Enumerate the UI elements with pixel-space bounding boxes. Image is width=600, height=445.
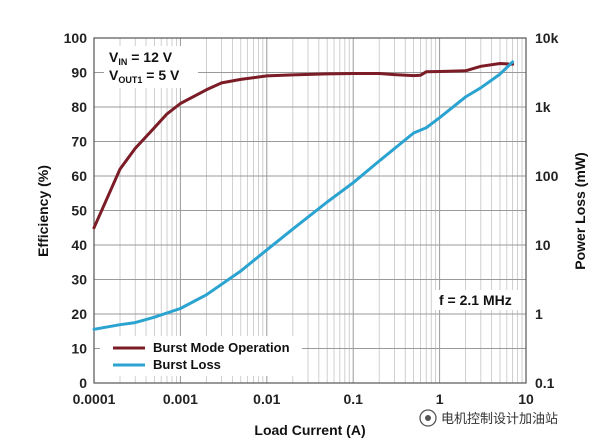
tick-labels: 0.0001 0.001 0.01 0.1 1 100102030405060708090… [64, 30, 559, 407]
annotation-box-background [104, 46, 198, 88]
y-right-tick-label: 1 [535, 306, 543, 322]
y-left-tick-label: 70 [71, 134, 87, 150]
annotation-vout-main: V [109, 67, 119, 83]
y-axis-right-title: Power Loss (mW) [572, 152, 588, 269]
legend-label-burst-mode: Burst Mode Operation [153, 340, 290, 355]
frequency-label: f = 2.1 MHz [439, 292, 512, 308]
y-left-tick-label: 60 [71, 168, 87, 184]
y-left-tick-label: 0 [79, 375, 87, 391]
grid [94, 38, 526, 383]
y-left-tick-label: 40 [71, 237, 87, 253]
x-axis-title: Load Current (A) [254, 422, 365, 438]
watermark-logo-icon [419, 409, 437, 427]
annotation-vin-sub: IN [118, 57, 127, 67]
annotation-vout-sub: OUT1 [118, 75, 142, 85]
y-left-tick-label: 50 [71, 203, 87, 219]
y-left-tick-label: 90 [71, 65, 87, 81]
legend-label-burst-loss: Burst Loss [153, 357, 221, 372]
legend-background [100, 336, 302, 376]
x-tick-label: 0.01 [253, 391, 280, 407]
series-line-burst-mode-operation [92, 62, 515, 230]
y-left-tick-label: 100 [64, 30, 88, 46]
legend: Burst Mode Operation Burst Loss [100, 336, 302, 376]
annotation-vin-rest: = 12 V [127, 49, 172, 65]
x-tick-label: 1 [436, 391, 444, 407]
y-right-tick-label: 10k [535, 30, 559, 46]
frequency-label-background [434, 290, 520, 310]
x-tick-label: 0.1 [343, 391, 363, 407]
watermark: 电机控制设计加油站 [419, 409, 558, 427]
annotation-frequency: f = 2.1 MHz [434, 290, 520, 310]
x-tick-label: 10 [518, 391, 534, 407]
annotation-vin-main: V [109, 49, 119, 65]
y-left-tick-label: 80 [71, 99, 87, 115]
x-tick-label: 0.0001 [73, 391, 116, 407]
series-line-burst-loss [92, 60, 515, 331]
annotation-vin: VIN = 12 V [109, 49, 173, 67]
y-right-tick-label: 100 [535, 168, 559, 184]
y-axis-left-title: Efficiency (%) [35, 165, 51, 257]
y-left-tick-label: 10 [71, 341, 87, 357]
series-lines [92, 60, 515, 331]
y-right-tick-label: 1k [535, 99, 551, 115]
y-right-tick-label: 10 [535, 237, 551, 253]
y-left-tick-label: 20 [71, 306, 87, 322]
plot-frame [93, 37, 527, 384]
x-tick-label: 0.001 [163, 391, 198, 407]
annotation-vin-vout: VIN = 12 V VOUT1 = 5 V [104, 46, 198, 88]
y-left-tick-label: 30 [71, 272, 87, 288]
annotation-vout-rest: = 5 V [142, 67, 180, 83]
watermark-text: 电机控制设计加油站 [441, 412, 558, 427]
y-right-tick-label: 0.1 [535, 375, 555, 391]
watermark-logo-dot-icon [425, 415, 431, 421]
annotation-vout: VOUT1 = 5 V [109, 67, 180, 85]
